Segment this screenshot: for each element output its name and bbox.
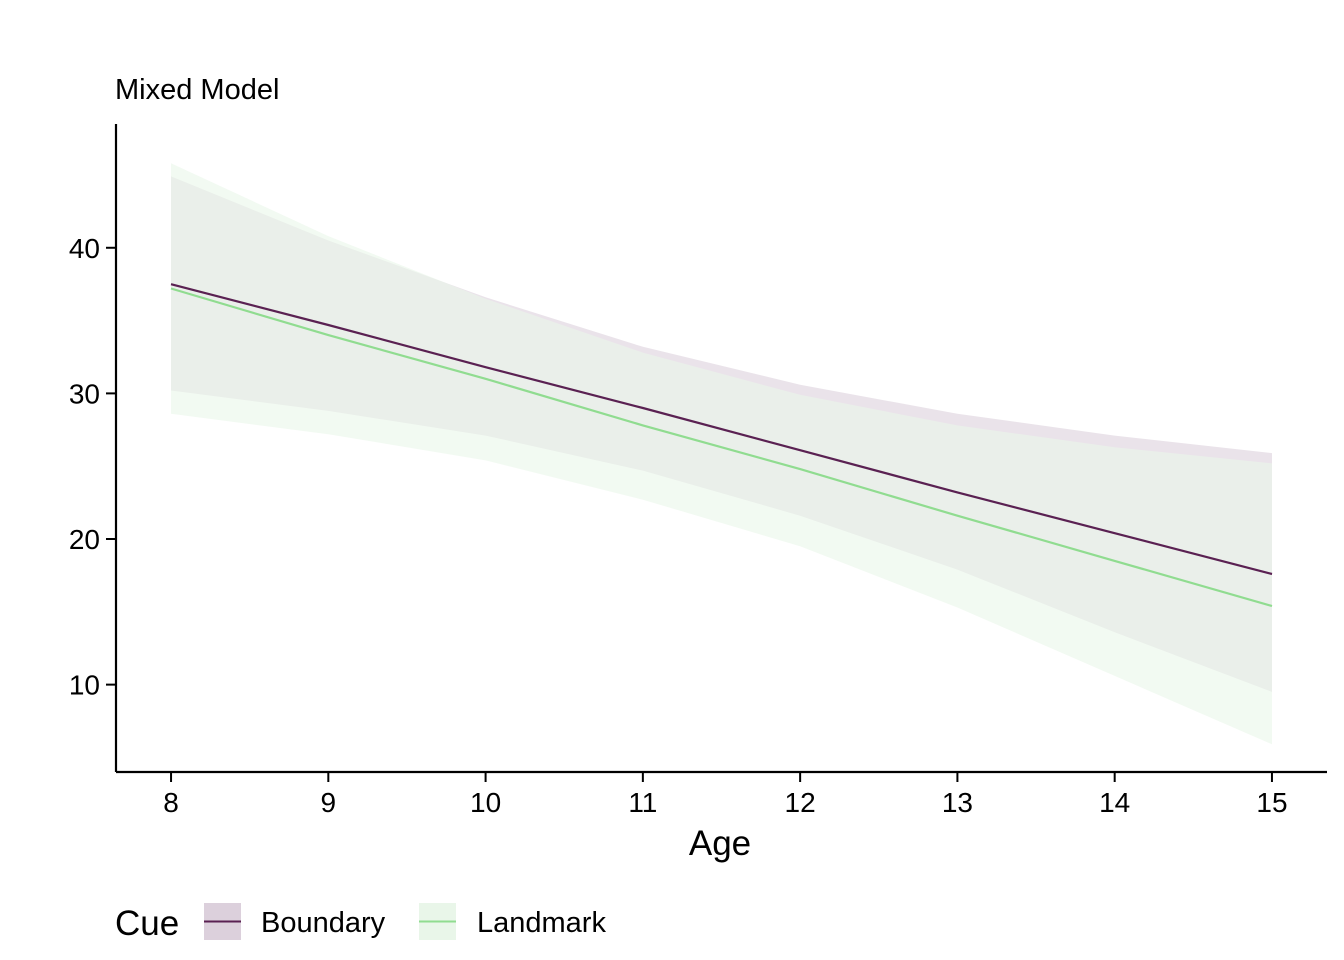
x-tick-label: 9 [321,787,337,818]
x-tick-label: 12 [785,787,816,818]
x-tick-label: 13 [942,787,973,818]
legend-item-boundary: Boundary [204,903,386,940]
ribbon-landmark [171,163,1272,745]
chart-title: Mixed Model [115,74,279,106]
y-tick-label: 40 [69,233,100,264]
x-tick-label: 15 [1256,787,1287,818]
legend-label-boundary: Boundary [261,907,386,939]
x-axis-title: Age [689,824,751,863]
line-landmark [170,287,1273,608]
legend-label-landmark: Landmark [477,907,606,939]
axes [114,124,1327,774]
series-lines [170,283,1273,608]
x-tick-label: 8 [163,787,179,818]
y-tick-label: 20 [69,524,100,555]
x-tick-label: 11 [628,787,657,818]
y-tick-label: 10 [69,670,100,701]
x-tick-label: 10 [470,787,501,818]
x-tick-label: 14 [1099,787,1130,818]
y-ticks: 10 20 30 40 [69,233,116,701]
y-tick-label: 30 [69,378,100,409]
x-ticks: 8 9 10 11 12 13 14 15 [163,772,1288,818]
legend: Cue Boundary Landmark [115,903,606,943]
legend-title: Cue [115,904,179,943]
line-boundary [170,283,1273,576]
legend-item-landmark: Landmark [419,903,606,940]
confidence-ribbons [171,163,1272,745]
